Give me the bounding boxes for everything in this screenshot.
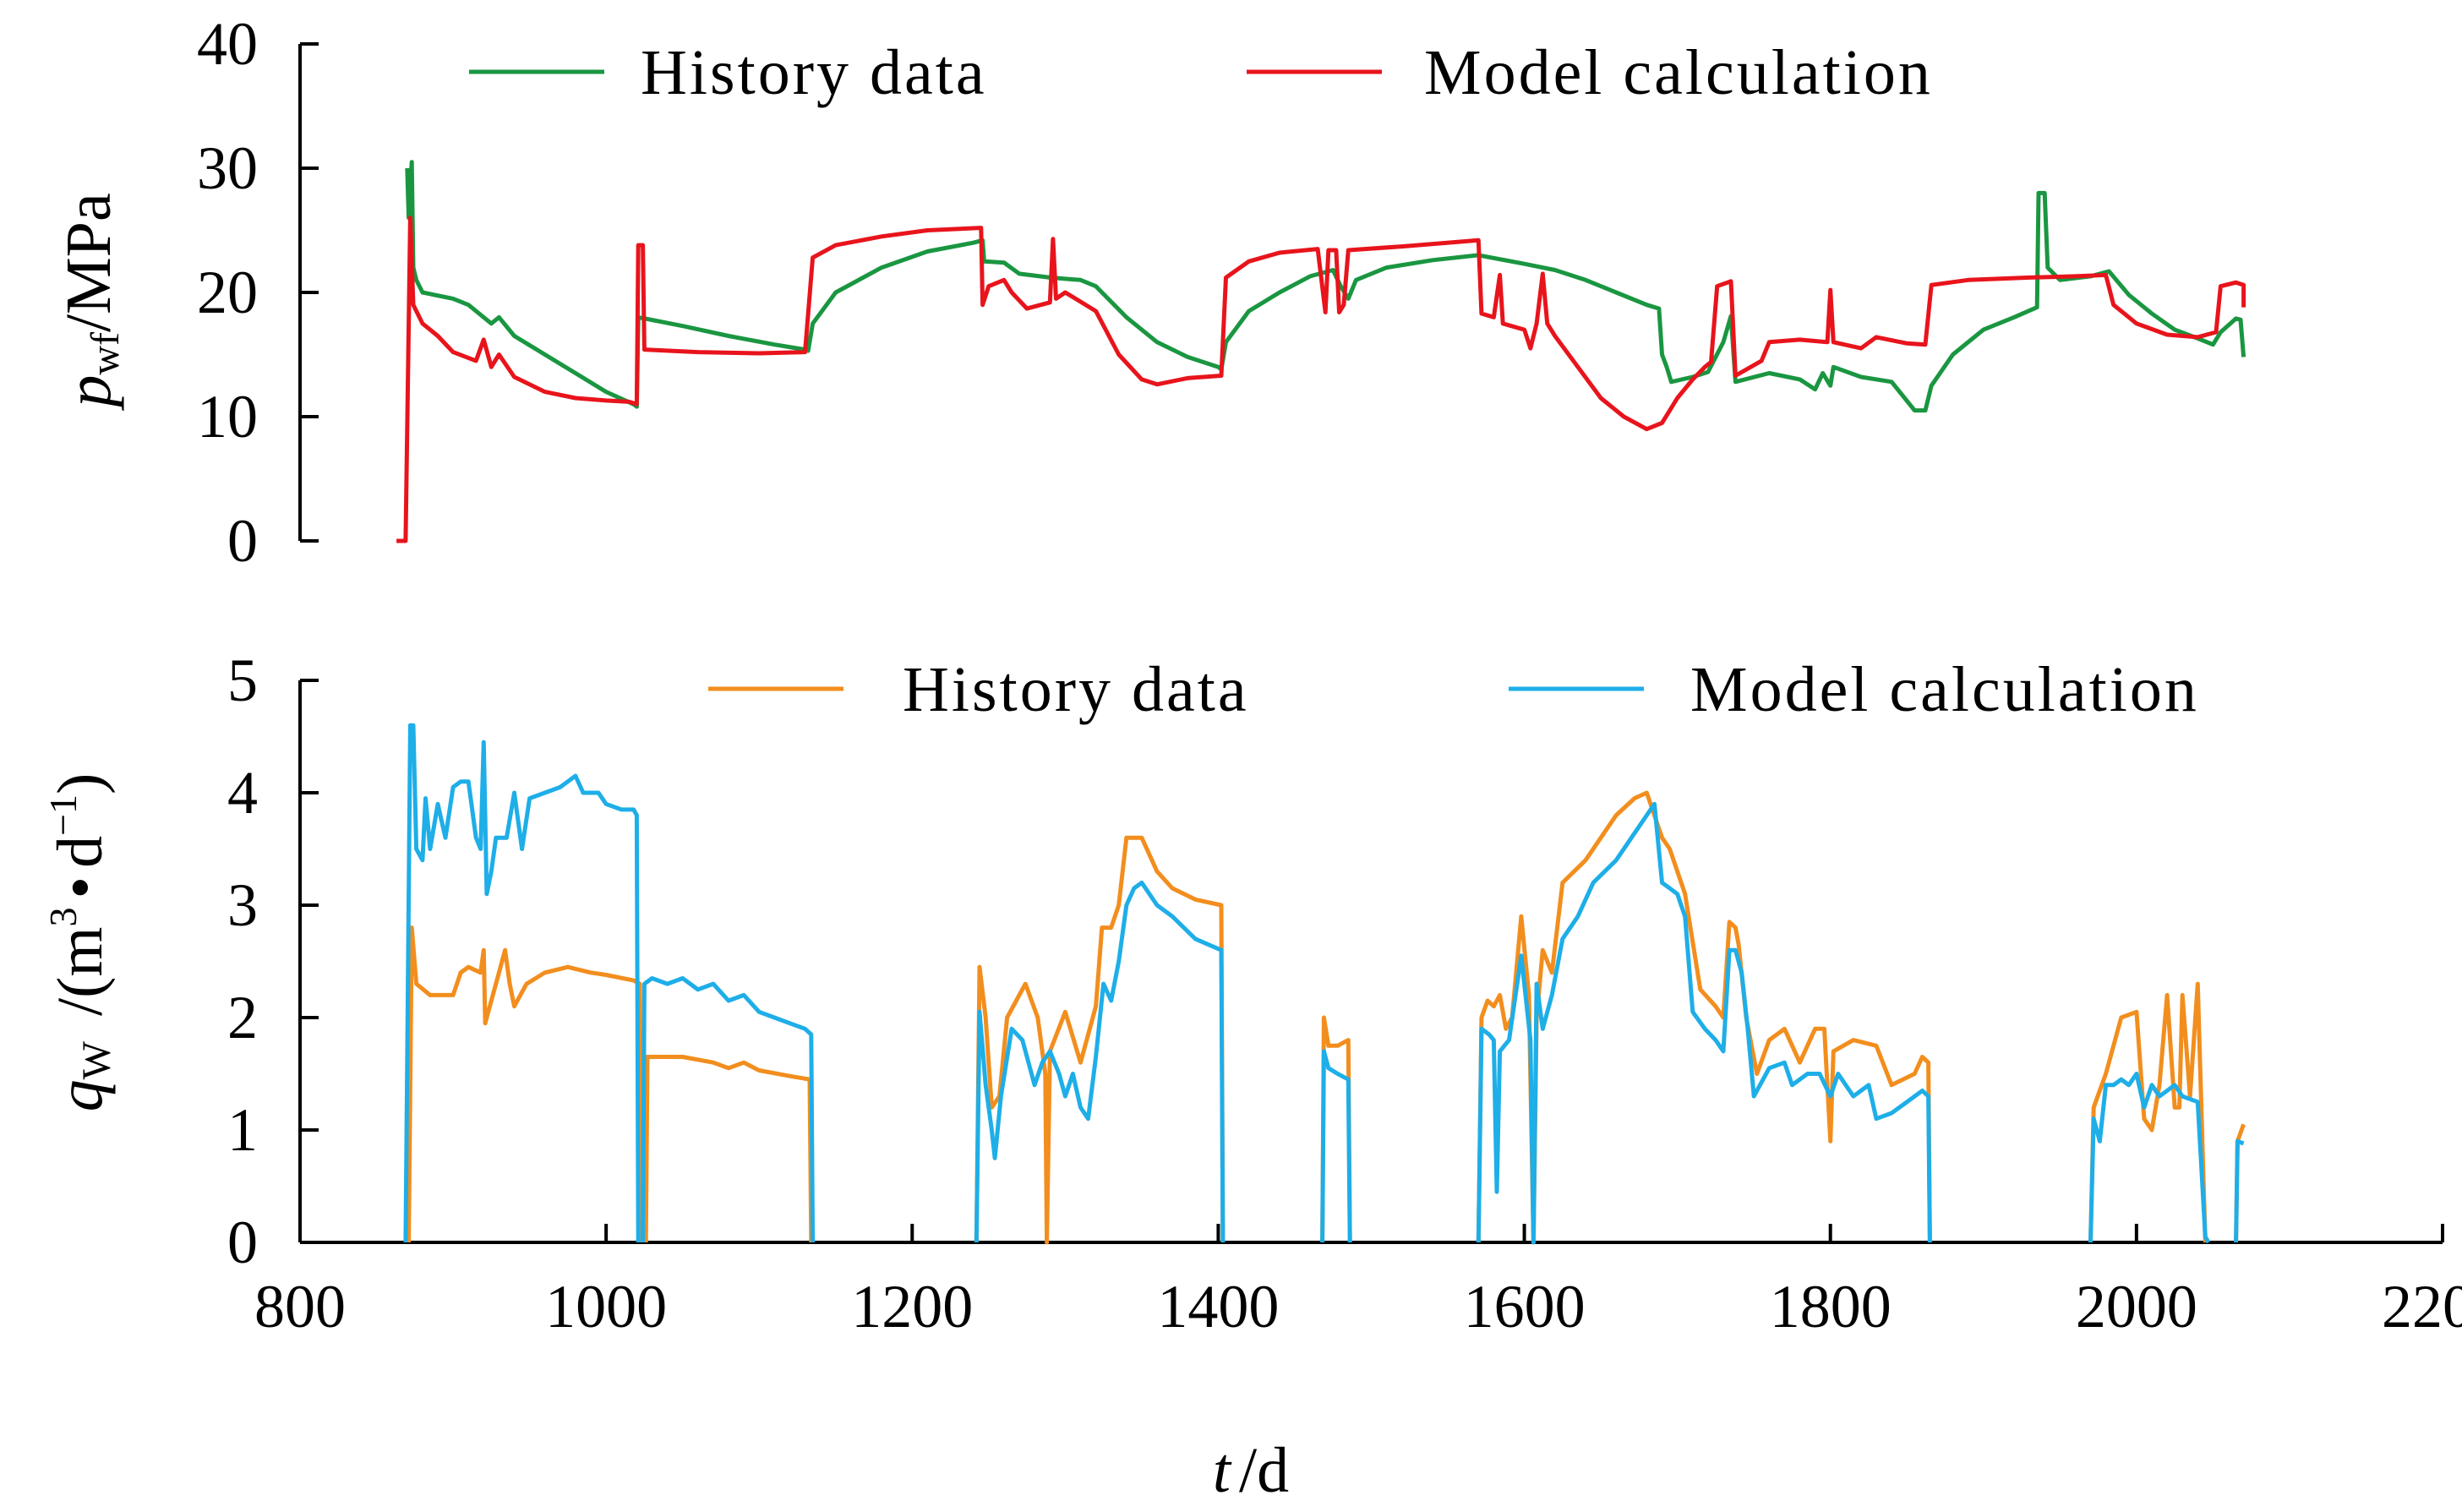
x-axis-title: t/d bbox=[1213, 1435, 1289, 1506]
bottom-ytick-label-3: 3 bbox=[227, 871, 258, 939]
bottom-legend: History data Model calculation bbox=[708, 654, 2199, 725]
bottom-series-model-line-2 bbox=[974, 880, 1226, 1243]
x-tick-label-0: 800 bbox=[254, 1273, 346, 1340]
top-legend-label-1: Model calculation bbox=[1424, 37, 1933, 108]
top-legend: History data Model calculation bbox=[469, 37, 1933, 108]
bottom-series-model-line-0 bbox=[403, 723, 641, 1243]
x-tick-label-5: 1800 bbox=[1770, 1273, 1892, 1340]
bottom-legend-label-0: History data bbox=[903, 654, 1249, 725]
bottom-series-model-line-6 bbox=[2234, 1138, 2245, 1243]
bottom-y-ticks: 0 1 2 3 4 5 bbox=[227, 647, 319, 1276]
x-tick-label-7: 2200 bbox=[2382, 1273, 2462, 1340]
bottom-series-model-line-4 bbox=[1476, 801, 1932, 1245]
x-tick-label-6: 2000 bbox=[2076, 1273, 2197, 1340]
bottom-series-history-line-3 bbox=[1320, 1015, 1352, 1243]
top-ytick-label-3: 30 bbox=[197, 134, 258, 202]
x-tick-label-1: 1000 bbox=[545, 1273, 667, 1340]
bottom-y-axis-title: qW/(m3•d−1) bbox=[41, 773, 119, 1112]
top-ytick-label-1: 10 bbox=[197, 383, 258, 450]
bottom-series-group bbox=[403, 723, 2246, 1245]
top-ytick-label-2: 20 bbox=[197, 259, 258, 326]
bottom-series-history-line-0 bbox=[407, 925, 644, 1243]
bottom-ytick-label-4: 4 bbox=[227, 759, 258, 827]
x-tick-label-4: 1600 bbox=[1464, 1273, 1586, 1340]
bottom-ytick-label-1: 1 bbox=[227, 1096, 258, 1164]
bottom-ytick-label-2: 2 bbox=[227, 984, 258, 1051]
rate-panel: 0 1 2 3 4 5 800 1000 1200 1400 1600 1800 2000 2200 H… bbox=[41, 647, 2462, 1340]
bottom-ytick-label-0: 0 bbox=[227, 1209, 258, 1276]
bottom-series-model-line-3 bbox=[1320, 1049, 1352, 1243]
x-tick-label-2: 1200 bbox=[851, 1273, 973, 1340]
bottom-series-history-line-1 bbox=[643, 1055, 814, 1243]
top-y-axis-title: pwf/MPa bbox=[53, 193, 128, 411]
bottom-series-model-line-5 bbox=[2088, 1072, 2211, 1244]
top-series-model-line bbox=[396, 216, 2246, 543]
bottom-series-history-line-5 bbox=[2088, 981, 2208, 1243]
top-series-group bbox=[396, 160, 2246, 543]
top-ytick-label-4: 40 bbox=[197, 10, 258, 78]
bottom-ytick-label-5: 5 bbox=[227, 647, 258, 714]
top-legend-label-0: History data bbox=[641, 37, 987, 108]
bottom-series-history-line-4 bbox=[1476, 790, 1932, 1245]
bottom-series-model-line-1 bbox=[641, 976, 816, 1243]
x-ticks: 800 1000 1200 1400 1600 1800 2000 2200 bbox=[254, 1224, 2462, 1340]
x-tick-label-3: 1400 bbox=[1157, 1273, 1279, 1340]
bottom-legend-label-1: Model calculation bbox=[1690, 654, 2199, 725]
top-y-ticks: 0 10 20 30 40 bbox=[197, 10, 319, 575]
top-ytick-label-0: 0 bbox=[227, 507, 258, 575]
